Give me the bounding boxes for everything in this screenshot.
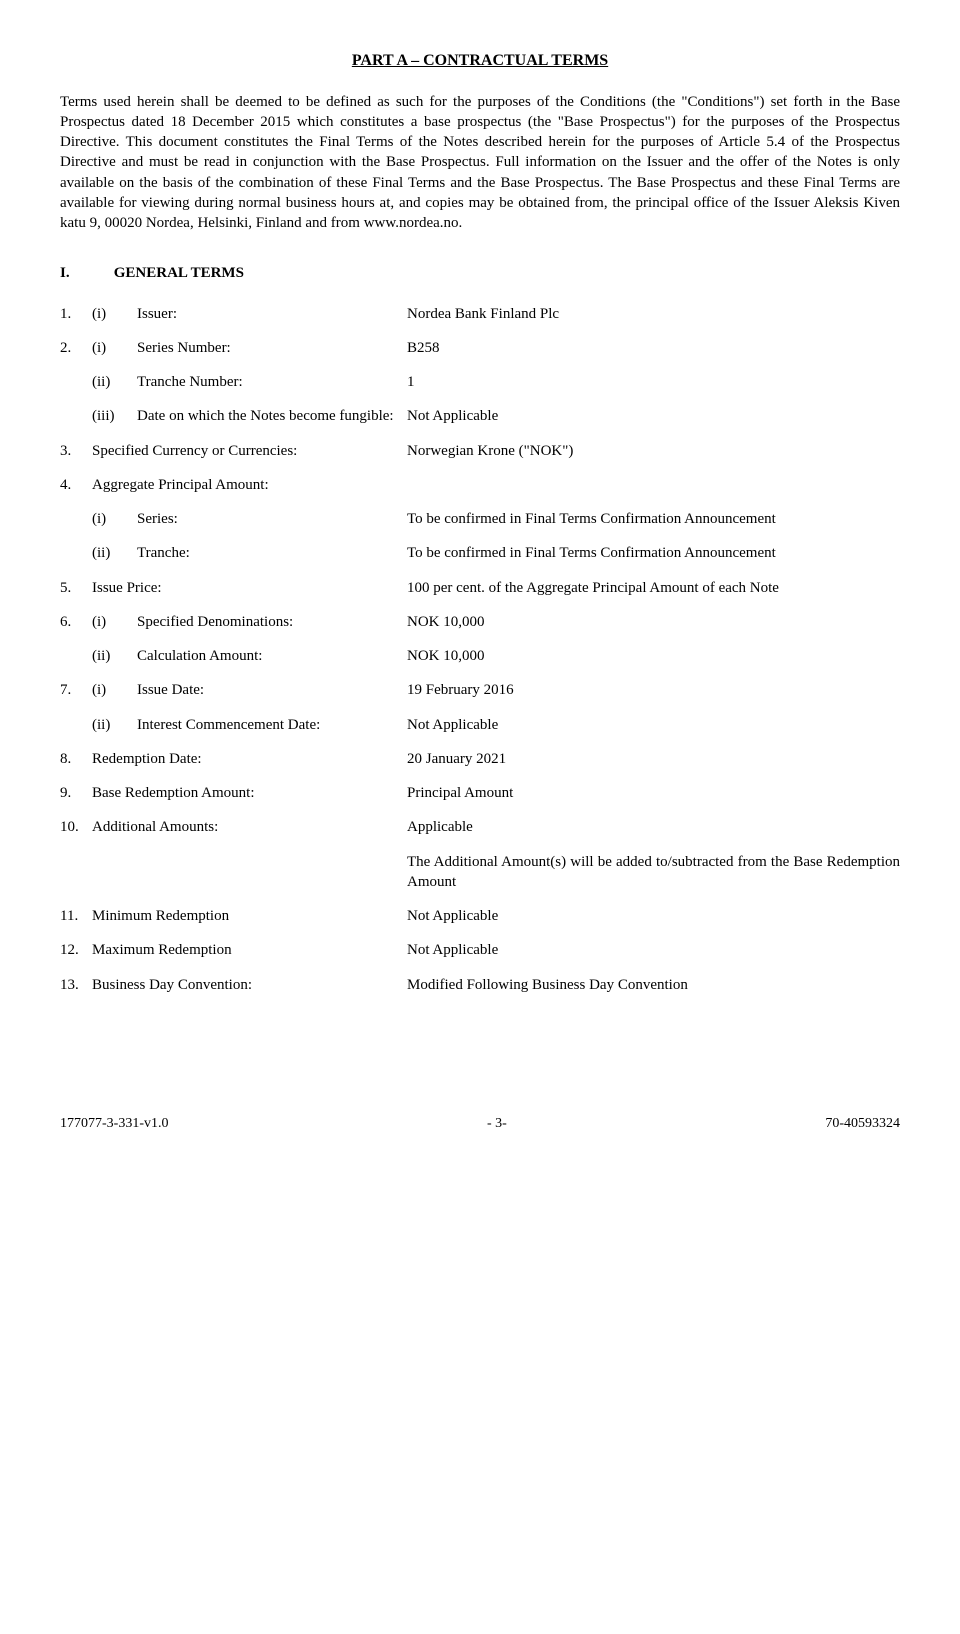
footer-page-number: - 3-	[169, 1115, 826, 1134]
row-sub: (ii)	[92, 715, 137, 735]
row-value: Principal Amount	[407, 783, 900, 803]
row-number: 3.	[60, 441, 92, 461]
row-value: Applicable	[407, 817, 900, 837]
row-number: 13.	[60, 975, 92, 995]
term-row: 10. Additional Amounts: Applicable	[60, 817, 900, 837]
row-value: To be confirmed in Final Terms Confirmat…	[407, 509, 900, 529]
row-number: 6.	[60, 612, 92, 632]
row-number: 4.	[60, 475, 92, 495]
row-label: Date on which the Notes become fungible:	[137, 406, 407, 426]
page-footer: 177077-3-331-v1.0 - 3- 70-40593324	[60, 1115, 900, 1134]
row-label: Minimum Redemption	[92, 906, 407, 926]
term-row: 12. Maximum Redemption Not Applicable	[60, 940, 900, 960]
row-number: 2.	[60, 338, 92, 358]
row-label: Issue Price:	[92, 578, 407, 598]
row-value: Nordea Bank Finland Plc	[407, 304, 900, 324]
footer-left: 177077-3-331-v1.0	[60, 1115, 169, 1134]
row-value: NOK 10,000	[407, 612, 900, 632]
term-row: 6. (i) Specified Denominations: NOK 10,0…	[60, 612, 900, 632]
row-sub: (i)	[92, 509, 137, 529]
section-heading: I. GENERAL TERMS	[60, 263, 900, 283]
term-row: (ii) Interest Commencement Date: Not App…	[60, 715, 900, 735]
term-row: 8. Redemption Date: 20 January 2021	[60, 749, 900, 769]
term-row: (ii) Tranche: To be confirmed in Final T…	[60, 543, 900, 563]
row-label: Tranche Number:	[137, 372, 407, 392]
row-sub: (ii)	[92, 372, 137, 392]
row-number: 8.	[60, 749, 92, 769]
row-value: The Additional Amount(s) will be added t…	[407, 852, 900, 893]
row-value: B258	[407, 338, 900, 358]
row-value: Not Applicable	[407, 940, 900, 960]
term-row: 5. Issue Price: 100 per cent. of the Agg…	[60, 578, 900, 598]
row-label: Tranche:	[137, 543, 407, 563]
term-row: The Additional Amount(s) will be added t…	[60, 852, 900, 893]
row-value: To be confirmed in Final Terms Confirmat…	[407, 543, 900, 563]
row-label: Interest Commencement Date:	[137, 715, 407, 735]
term-row: 11. Minimum Redemption Not Applicable	[60, 906, 900, 926]
row-label: Issuer:	[137, 304, 407, 324]
row-label: Business Day Convention:	[92, 975, 407, 995]
term-row: 2. (i) Series Number: B258	[60, 338, 900, 358]
term-row: 1. (i) Issuer: Nordea Bank Finland Plc	[60, 304, 900, 324]
section-number: I.	[60, 263, 110, 283]
term-row: 9. Base Redemption Amount: Principal Amo…	[60, 783, 900, 803]
term-row: (i) Series: To be confirmed in Final Ter…	[60, 509, 900, 529]
row-number: 7.	[60, 680, 92, 700]
section-title: GENERAL TERMS	[114, 265, 244, 281]
row-value: NOK 10,000	[407, 646, 900, 666]
row-label: Specified Denominations:	[137, 612, 407, 632]
row-value: Norwegian Krone ("NOK")	[407, 441, 900, 461]
row-number: 1.	[60, 304, 92, 324]
term-row: 13. Business Day Convention: Modified Fo…	[60, 975, 900, 995]
row-sub: (i)	[92, 338, 137, 358]
row-value: 1	[407, 372, 900, 392]
row-label: Series Number:	[137, 338, 407, 358]
row-number: 10.	[60, 817, 92, 837]
term-row: (ii) Calculation Amount: NOK 10,000	[60, 646, 900, 666]
row-value: 19 February 2016	[407, 680, 900, 700]
footer-right: 70-40593324	[825, 1115, 900, 1134]
row-sub: (ii)	[92, 543, 137, 563]
row-label: Aggregate Principal Amount:	[92, 475, 407, 495]
row-number: 11.	[60, 906, 92, 926]
row-value: 100 per cent. of the Aggregate Principal…	[407, 578, 900, 598]
row-label: Additional Amounts:	[92, 817, 407, 837]
term-row: 3. Specified Currency or Currencies: Nor…	[60, 441, 900, 461]
term-row: (ii) Tranche Number: 1	[60, 372, 900, 392]
row-label: Specified Currency or Currencies:	[92, 441, 407, 461]
row-number: 5.	[60, 578, 92, 598]
row-sub: (i)	[92, 680, 137, 700]
part-title: PART A – CONTRACTUAL TERMS	[60, 50, 900, 72]
term-row: 4. Aggregate Principal Amount:	[60, 475, 900, 495]
row-value: Not Applicable	[407, 715, 900, 735]
term-row: 7. (i) Issue Date: 19 February 2016	[60, 680, 900, 700]
term-row: (iii) Date on which the Notes become fun…	[60, 406, 900, 426]
row-value: Not Applicable	[407, 406, 900, 426]
row-value: Modified Following Business Day Conventi…	[407, 975, 900, 995]
row-label: Maximum Redemption	[92, 940, 407, 960]
row-number: 12.	[60, 940, 92, 960]
row-sub: (ii)	[92, 646, 137, 666]
row-value: Not Applicable	[407, 906, 900, 926]
row-sub: (i)	[92, 612, 137, 632]
row-value: 20 January 2021	[407, 749, 900, 769]
row-label: Base Redemption Amount:	[92, 783, 407, 803]
row-sub: (iii)	[92, 406, 137, 426]
row-label: Issue Date:	[137, 680, 407, 700]
row-label: Calculation Amount:	[137, 646, 407, 666]
intro-paragraph: Terms used herein shall be deemed to be …	[60, 92, 900, 234]
row-label: Series:	[137, 509, 407, 529]
row-number: 9.	[60, 783, 92, 803]
row-label: Redemption Date:	[92, 749, 407, 769]
row-sub: (i)	[92, 304, 137, 324]
